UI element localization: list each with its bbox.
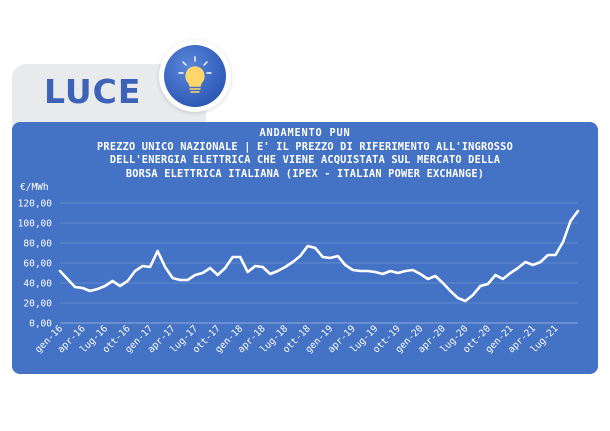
data-point [156,250,159,252]
data-point [66,278,69,280]
series-group [58,209,580,303]
y-tick-label: 0,00 [29,319,52,330]
data-point [411,269,414,271]
data-point [134,270,136,272]
data-point [366,270,369,272]
data-point [111,280,114,282]
data-point [359,270,362,272]
data-point [201,272,204,274]
data-point [494,274,497,276]
data-point [426,278,429,280]
data-point [336,255,339,257]
data-point [171,277,174,279]
data-point [299,255,302,257]
data-point [149,266,151,268]
data-point [396,272,399,274]
data-point [179,279,182,281]
chart-title-line-3: DELL'ENERGIA ELETTRICA CHE VIENE ACQUIST… [109,154,501,167]
data-point [209,267,212,269]
y-tick-label: 40,00 [23,279,52,290]
y-axis-label: €/MWh [20,182,49,193]
data-point [104,285,106,287]
data-point [539,261,542,263]
data-point [532,264,534,266]
data-point [284,266,287,268]
data-point [577,210,579,212]
data-point [449,290,452,292]
data-point [344,264,347,266]
data-point [464,300,467,302]
y-tick-label: 20,00 [23,299,52,310]
data-point [554,254,557,256]
data-point [239,256,242,258]
section-label: LUCE [44,72,142,111]
data-point [224,267,227,269]
data-point [329,257,332,259]
chart-title: ANDAMENTO PUN PREZZO UNICO NAZIONALE | E… [12,127,598,181]
data-point [314,247,317,249]
data-point [164,266,167,268]
data-point [569,220,572,222]
data-point [216,274,219,276]
data-point [276,270,279,272]
data-point [487,283,489,285]
data-point [254,265,257,267]
data-point [456,297,459,299]
data-point [509,272,512,274]
y-tick-label: 80,00 [23,239,52,250]
data-point [374,271,377,273]
data-point [351,269,354,271]
data-point [404,270,407,272]
data-point [547,254,549,256]
data-point [89,290,91,292]
data-point [291,261,294,263]
data-point [434,275,437,277]
data-point [517,267,519,269]
data-point [389,270,392,272]
lightbulb-badge [159,40,231,112]
data-point [141,265,144,267]
data-point [471,294,474,296]
data-point [96,288,99,290]
data-point [381,273,384,275]
data-point [126,280,129,282]
data-point [502,278,504,280]
data-point [246,271,249,273]
y-tick-label: 60,00 [23,259,52,270]
data-point [231,256,234,258]
data-point [186,279,189,281]
data-point [269,273,272,275]
chart-title-line-2: PREZZO UNICO NAZIONALE | E' IL PREZZO DI… [97,140,513,153]
chart-title-line-4: BORSA ELETTRICA ITALIANA (IPEX - ITALIAN… [125,167,485,180]
data-point [524,261,527,263]
data-point [194,274,197,276]
lightbulb-icon [164,45,226,107]
data-point [59,270,61,272]
y-tick-label: 120,00 [18,199,53,210]
x-ticks: gen-16apr-16lug-16ott-16gen-17apr-17lug-… [33,323,561,355]
data-point [261,266,264,268]
data-point [419,273,422,275]
data-point [441,282,444,284]
series-line [58,209,580,303]
data-point [119,285,121,287]
data-point [81,287,84,289]
data-point [479,285,482,287]
y-ticks: 0,00 20,00 40,00 60,00 80,00 100,00 120,00 [18,199,53,330]
grid-lines [60,202,578,324]
data-point [321,256,324,258]
data-point [562,241,564,243]
data-point [74,286,76,288]
y-tick-label: 100,00 [18,219,53,230]
data-point [306,245,309,247]
chart-title-line-1: ANDAMENTO PUN [259,127,351,139]
